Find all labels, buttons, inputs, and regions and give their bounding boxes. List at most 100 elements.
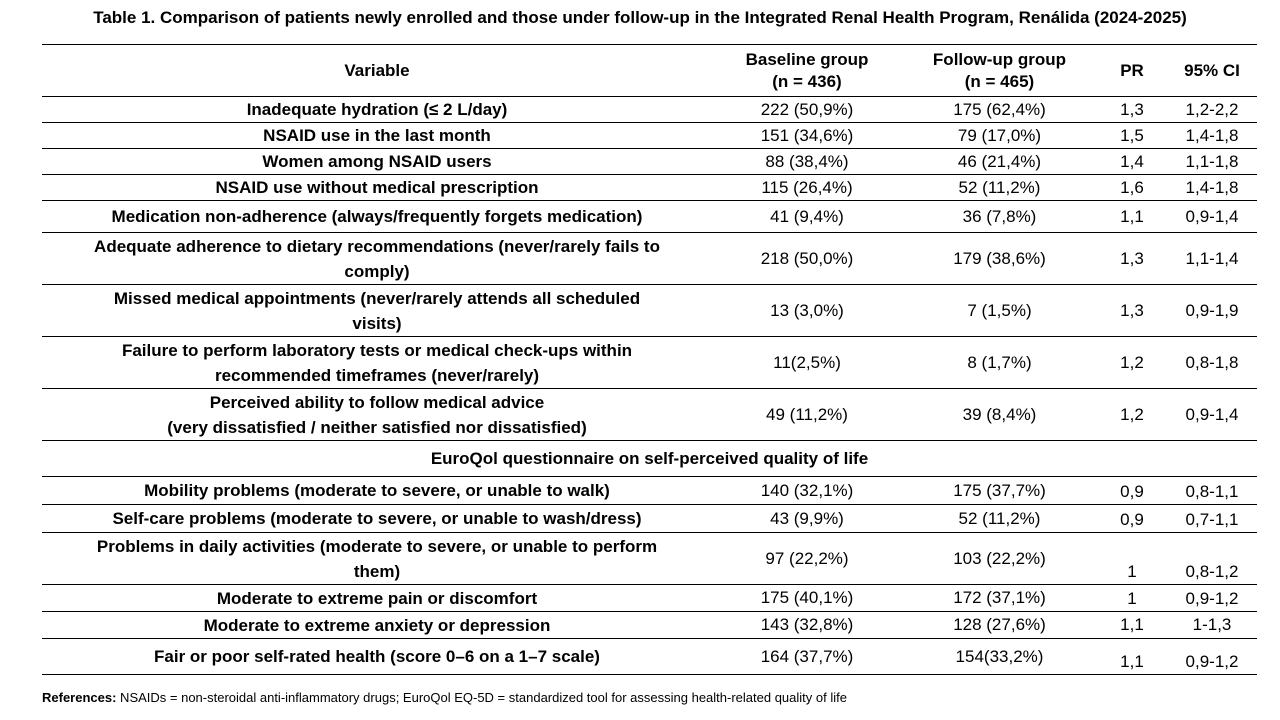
row-variable-line1: Problems in daily activities (moderate t… bbox=[96, 536, 658, 556]
row-ci: 1-1,3 bbox=[1167, 611, 1257, 639]
row-pr: 1,3 bbox=[1097, 284, 1167, 337]
section-row: EuroQol questionnaire on self-perceived … bbox=[42, 440, 1257, 477]
footnote: References: NSAIDs = non-steroidal anti-… bbox=[42, 690, 847, 705]
row-ci: 1,1-1,4 bbox=[1167, 232, 1257, 285]
row-baseline: 151 (34,6%) bbox=[712, 122, 902, 149]
row-ci: 0,8-1,2 bbox=[1167, 532, 1257, 585]
table-row: Medication non-adherence (always/frequen… bbox=[42, 200, 1257, 233]
row-variable: Adequate adherence to dietary recommenda… bbox=[42, 232, 712, 285]
row-pr: 1,3 bbox=[1097, 96, 1167, 123]
row-pr: 1,1 bbox=[1097, 200, 1167, 233]
row-baseline: 43 (9,9%) bbox=[712, 504, 902, 533]
row-variable: NSAID use in the last month bbox=[42, 122, 712, 149]
row-variable: Missed medical appointments (never/rarel… bbox=[42, 284, 712, 337]
row-ci: 0,9-1,4 bbox=[1167, 200, 1257, 233]
row-baseline: 41 (9,4%) bbox=[712, 200, 902, 233]
row-ci: 1,4-1,8 bbox=[1167, 174, 1257, 201]
header-row: Variable Baseline group (n = 436) Follow… bbox=[42, 44, 1257, 97]
row-followup: 39 (8,4%) bbox=[902, 388, 1097, 441]
row-ci: 1,2-2,2 bbox=[1167, 96, 1257, 123]
row-variable: Moderate to extreme anxiety or depressio… bbox=[42, 611, 712, 639]
row-pr: 0,9 bbox=[1097, 476, 1167, 505]
row-variable: Moderate to extreme pain or discomfort bbox=[42, 584, 712, 612]
header-baseline-line2: (n = 436) bbox=[772, 71, 842, 91]
row-variable-line2: (very dissatisfied / neither satisfied n… bbox=[167, 417, 587, 437]
table-title: Table 1. Comparison of patients newly en… bbox=[93, 8, 1187, 27]
row-pr: 1 bbox=[1097, 584, 1167, 612]
row-ci: 0,8-1,1 bbox=[1167, 476, 1257, 505]
row-pr: 1,2 bbox=[1097, 388, 1167, 441]
row-followup: 179 (38,6%) bbox=[902, 232, 1097, 285]
row-baseline: 115 (26,4%) bbox=[712, 174, 902, 201]
row-variable-line1: Adequate adherence to dietary recommenda… bbox=[94, 236, 660, 256]
row-baseline: 175 (40,1%) bbox=[712, 584, 902, 612]
row-pr: 1,5 bbox=[1097, 122, 1167, 149]
table-row: Adequate adherence to dietary recommenda… bbox=[42, 232, 1257, 285]
row-baseline: 88 (38,4%) bbox=[712, 148, 902, 175]
row-followup: 7 (1,5%) bbox=[902, 284, 1097, 337]
header-ci: 95% CI bbox=[1167, 44, 1257, 97]
table-row: NSAID use in the last month 151 (34,6%) … bbox=[42, 122, 1257, 149]
row-variable: Women among NSAID users bbox=[42, 148, 712, 175]
row-baseline: 11(2,5%) bbox=[712, 336, 902, 389]
row-ci: 0,9-1,2 bbox=[1167, 584, 1257, 612]
row-baseline: 13 (3,0%) bbox=[712, 284, 902, 337]
row-pr: 0,9 bbox=[1097, 504, 1167, 533]
row-baseline: 97 (22,2%) bbox=[712, 532, 902, 585]
table-row: Mobility problems (moderate to severe, o… bbox=[42, 476, 1257, 505]
row-variable: Problems in daily activities (moderate t… bbox=[42, 532, 712, 585]
row-variable-line2: visits) bbox=[352, 313, 402, 333]
row-variable: NSAID use without medical prescription bbox=[42, 174, 712, 201]
header-variable: Variable bbox=[42, 44, 712, 97]
row-followup: 79 (17,0%) bbox=[902, 122, 1097, 149]
row-ci: 1,4-1,8 bbox=[1167, 122, 1257, 149]
row-followup: 175 (37,7%) bbox=[902, 476, 1097, 505]
header-followup-line1: Follow-up group bbox=[932, 49, 1067, 69]
row-baseline: 143 (32,8%) bbox=[712, 611, 902, 639]
table-row: Inadequate hydration (≤ 2 L/day) 222 (50… bbox=[42, 96, 1257, 123]
row-followup: 46 (21,4%) bbox=[902, 148, 1097, 175]
row-followup: 52 (11,2%) bbox=[902, 174, 1097, 201]
row-baseline: 222 (50,9%) bbox=[712, 96, 902, 123]
row-variable-line2: them) bbox=[353, 561, 401, 581]
row-ci: 0,7-1,1 bbox=[1167, 504, 1257, 533]
row-variable: Inadequate hydration (≤ 2 L/day) bbox=[42, 96, 712, 123]
comparison-table: Variable Baseline group (n = 436) Follow… bbox=[42, 44, 1257, 675]
table-row: Self-care problems (moderate to severe, … bbox=[42, 504, 1257, 533]
table-row: Missed medical appointments (never/rarel… bbox=[42, 284, 1257, 337]
row-baseline: 164 (37,7%) bbox=[712, 638, 902, 675]
header-pr: PR bbox=[1097, 44, 1167, 97]
row-pr: 1,3 bbox=[1097, 232, 1167, 285]
table-row: NSAID use without medical prescription 1… bbox=[42, 174, 1257, 201]
table-row: Fair or poor self-rated health (score 0–… bbox=[42, 638, 1257, 675]
row-variable-line1: Perceived ability to follow medical advi… bbox=[209, 392, 545, 412]
row-followup: 36 (7,8%) bbox=[902, 200, 1097, 233]
table-row: Failure to perform laboratory tests or m… bbox=[42, 336, 1257, 389]
row-variable: Perceived ability to follow medical advi… bbox=[42, 388, 712, 441]
row-variable-line2: recommended timeframes (never/rarely) bbox=[214, 365, 540, 385]
row-pr: 1 bbox=[1097, 532, 1167, 585]
row-ci: 0,9-1,4 bbox=[1167, 388, 1257, 441]
row-followup: 8 (1,7%) bbox=[902, 336, 1097, 389]
row-variable-line2: comply) bbox=[344, 261, 410, 281]
row-followup: 128 (27,6%) bbox=[902, 611, 1097, 639]
row-ci: 0,8-1,8 bbox=[1167, 336, 1257, 389]
footnote-text: NSAIDs = non-steroidal anti-inflammatory… bbox=[116, 690, 847, 705]
table-row: Women among NSAID users 88 (38,4%) 46 (2… bbox=[42, 148, 1257, 175]
section-label: EuroQol questionnaire on self-perceived … bbox=[42, 440, 1257, 477]
row-pr: 1,6 bbox=[1097, 174, 1167, 201]
header-baseline-line1: Baseline group bbox=[745, 49, 869, 69]
row-followup: 175 (62,4%) bbox=[902, 96, 1097, 123]
row-followup: 103 (22,2%) bbox=[902, 532, 1097, 585]
row-followup: 154(33,2%) bbox=[902, 638, 1097, 675]
row-ci: 0,9-1,2 bbox=[1167, 638, 1257, 675]
row-variable: Fair or poor self-rated health (score 0–… bbox=[42, 638, 712, 675]
row-pr: 1,2 bbox=[1097, 336, 1167, 389]
row-variable: Mobility problems (moderate to severe, o… bbox=[42, 476, 712, 505]
footnote-label: References: bbox=[42, 690, 117, 705]
header-baseline: Baseline group (n = 436) bbox=[712, 44, 902, 97]
row-variable-line1: Failure to perform laboratory tests or m… bbox=[121, 340, 633, 360]
row-followup: 172 (37,1%) bbox=[902, 584, 1097, 612]
header-followup: Follow-up group (n = 465) bbox=[902, 44, 1097, 97]
